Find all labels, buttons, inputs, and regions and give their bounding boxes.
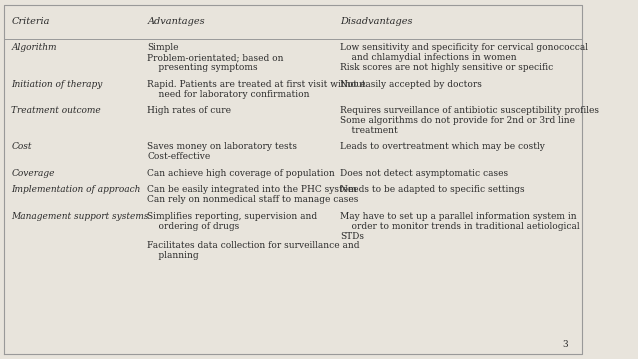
Text: Some algorithms do not provide for 2nd or 3rd line: Some algorithms do not provide for 2nd o… <box>340 116 575 125</box>
Text: Leads to overtreatment which may be costly: Leads to overtreatment which may be cost… <box>340 143 545 151</box>
Text: Risk scores are not highly sensitive or specific: Risk scores are not highly sensitive or … <box>340 64 553 73</box>
Text: 3: 3 <box>562 340 568 349</box>
Text: planning: planning <box>147 251 199 261</box>
Text: Low sensitivity and specificity for cervical gonococcal: Low sensitivity and specificity for cerv… <box>340 43 588 52</box>
Text: High rates of cure: High rates of cure <box>147 106 232 115</box>
Text: STDs: STDs <box>340 232 364 241</box>
Text: Implementation of approach: Implementation of approach <box>11 185 141 194</box>
Text: ordering of drugs: ordering of drugs <box>147 222 240 230</box>
Text: need for laboratory confirmation: need for laboratory confirmation <box>147 90 310 99</box>
Text: Initiation of therapy: Initiation of therapy <box>11 80 103 89</box>
Text: Treatment outcome: Treatment outcome <box>11 106 101 115</box>
Text: May have to set up a parallel information system in: May have to set up a parallel informatio… <box>340 211 577 220</box>
Text: Can rely on nonmedical staff to manage cases: Can rely on nonmedical staff to manage c… <box>147 195 359 204</box>
Text: treatment: treatment <box>340 126 398 135</box>
Text: Coverage: Coverage <box>11 169 55 178</box>
Text: order to monitor trends in traditional aetiological: order to monitor trends in traditional a… <box>340 222 580 230</box>
Text: Not easily accepted by doctors: Not easily accepted by doctors <box>340 80 482 89</box>
Text: Rapid. Patients are treated at first visit without: Rapid. Patients are treated at first vis… <box>147 80 366 89</box>
Text: Can achieve high coverage of population: Can achieve high coverage of population <box>147 169 335 178</box>
Text: Disadvantages: Disadvantages <box>340 18 413 27</box>
Text: Needs to be adapted to specific settings: Needs to be adapted to specific settings <box>340 185 524 194</box>
Text: Facilitates data collection for surveillance and: Facilitates data collection for surveill… <box>147 242 360 251</box>
Text: Algorithm: Algorithm <box>11 43 57 52</box>
Text: Cost-effective: Cost-effective <box>147 153 211 162</box>
Text: and chlamydial infections in women: and chlamydial infections in women <box>340 53 517 62</box>
Text: Does not detect asymptomatic cases: Does not detect asymptomatic cases <box>340 169 508 178</box>
Text: presenting symptoms: presenting symptoms <box>147 64 258 73</box>
Text: Saves money on laboratory tests: Saves money on laboratory tests <box>147 143 297 151</box>
Text: Criteria: Criteria <box>11 18 50 27</box>
Text: Advantages: Advantages <box>147 18 205 27</box>
Text: Can be easily integrated into the PHC system: Can be easily integrated into the PHC sy… <box>147 185 357 194</box>
Text: Simple: Simple <box>147 43 179 52</box>
Text: Problem-orientated; based on: Problem-orientated; based on <box>147 53 284 62</box>
Text: Simplifies reporting, supervision and: Simplifies reporting, supervision and <box>147 211 318 220</box>
Text: Cost: Cost <box>11 143 32 151</box>
Text: Requires surveillance of antibiotic susceptibility profiles: Requires surveillance of antibiotic susc… <box>340 106 599 115</box>
Text: Management support systems: Management support systems <box>11 211 149 220</box>
